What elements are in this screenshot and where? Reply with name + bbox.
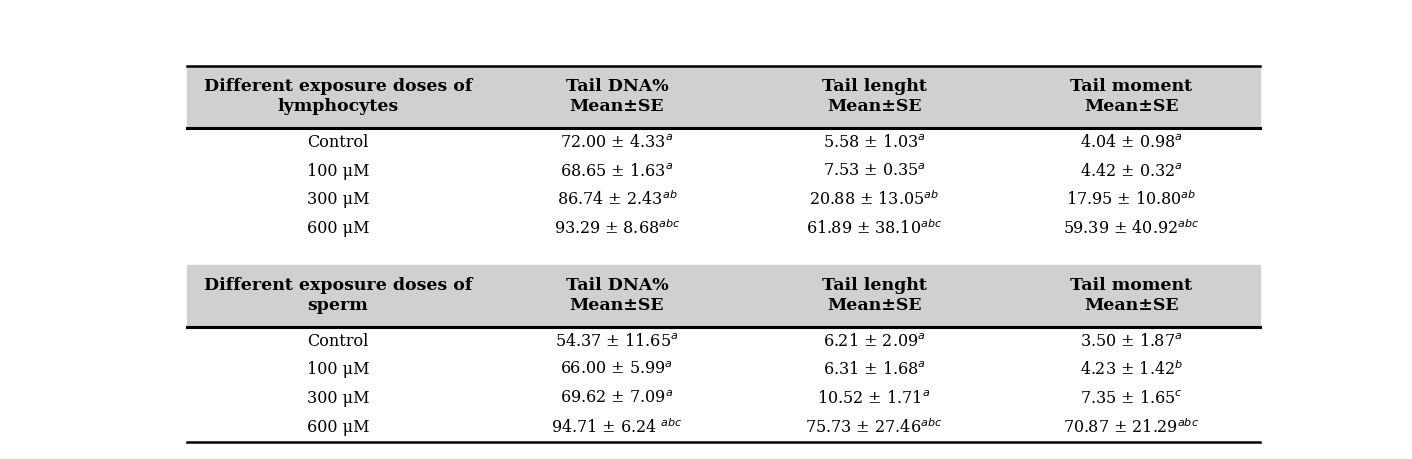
Text: Control: Control xyxy=(308,332,369,349)
Text: 94.71 ± 6.24 $^{abc}$: 94.71 ± 6.24 $^{abc}$ xyxy=(551,419,683,437)
Text: Tail lenght
Mean±SE: Tail lenght Mean±SE xyxy=(822,78,926,115)
Text: 59.39 ± 40.92$^{abc}$: 59.39 ± 40.92$^{abc}$ xyxy=(1063,219,1199,238)
Text: Control: Control xyxy=(308,134,369,151)
Text: 100 μM: 100 μM xyxy=(306,162,369,179)
Text: 300 μM: 300 μM xyxy=(306,191,369,208)
Text: 75.73 ± 27.46$^{abc}$: 75.73 ± 27.46$^{abc}$ xyxy=(805,419,943,437)
Text: 4.23 ± 1.42$^{b}$: 4.23 ± 1.42$^{b}$ xyxy=(1080,361,1183,379)
Text: 69.62 ± 7.09$^{a}$: 69.62 ± 7.09$^{a}$ xyxy=(561,391,674,408)
Text: 100 μM: 100 μM xyxy=(306,362,369,379)
Bar xyxy=(188,66,1260,128)
Text: 61.89 ± 38.10$^{abc}$: 61.89 ± 38.10$^{abc}$ xyxy=(806,219,942,238)
Text: Tail lenght
Mean±SE: Tail lenght Mean±SE xyxy=(822,277,926,314)
Text: 5.58 ± 1.03$^{a}$: 5.58 ± 1.03$^{a}$ xyxy=(823,134,926,151)
Text: Different exposure doses of
sperm: Different exposure doses of sperm xyxy=(203,277,472,314)
Text: 6.31 ± 1.68$^{a}$: 6.31 ± 1.68$^{a}$ xyxy=(823,362,926,379)
Text: Tail moment
Mean±SE: Tail moment Mean±SE xyxy=(1070,78,1192,115)
Text: 68.65 ± 1.63$^{a}$: 68.65 ± 1.63$^{a}$ xyxy=(561,162,674,179)
Text: 10.52 ± 1.71$^{a}$: 10.52 ± 1.71$^{a}$ xyxy=(818,391,931,408)
Text: 4.04 ± 0.98$^{a}$: 4.04 ± 0.98$^{a}$ xyxy=(1080,134,1183,151)
Text: 4.42 ± 0.32$^{a}$: 4.42 ± 0.32$^{a}$ xyxy=(1080,162,1183,179)
Text: 6.21 ± 2.09$^{a}$: 6.21 ± 2.09$^{a}$ xyxy=(823,332,925,349)
Text: 7.35 ± 1.65$^{c}$: 7.35 ± 1.65$^{c}$ xyxy=(1080,391,1183,408)
Text: 300 μM: 300 μM xyxy=(306,391,369,408)
Text: Tail moment
Mean±SE: Tail moment Mean±SE xyxy=(1070,277,1192,314)
Text: 86.74 ± 2.43$^{ab}$: 86.74 ± 2.43$^{ab}$ xyxy=(556,190,678,209)
Text: 72.00 ± 4.33$^{a}$: 72.00 ± 4.33$^{a}$ xyxy=(561,134,674,151)
Text: Different exposure doses of
lymphocytes: Different exposure doses of lymphocytes xyxy=(203,78,472,115)
Text: 3.50 ± 1.87$^{a}$: 3.50 ± 1.87$^{a}$ xyxy=(1080,332,1182,349)
Text: 17.95 ± 10.80$^{ab}$: 17.95 ± 10.80$^{ab}$ xyxy=(1066,190,1196,209)
Text: Tail DNA%
Mean±SE: Tail DNA% Mean±SE xyxy=(566,277,668,314)
Text: 93.29 ± 8.68$^{abc}$: 93.29 ± 8.68$^{abc}$ xyxy=(554,219,681,238)
Text: 600 μM: 600 μM xyxy=(306,420,369,437)
Text: 70.87 ± 21.29$^{abc}$: 70.87 ± 21.29$^{abc}$ xyxy=(1063,419,1199,437)
Text: Tail DNA%
Mean±SE: Tail DNA% Mean±SE xyxy=(566,78,668,115)
Text: 600 μM: 600 μM xyxy=(306,220,369,237)
Text: 66.00 ± 5.99$^{a}$: 66.00 ± 5.99$^{a}$ xyxy=(561,362,674,379)
Text: 20.88 ± 13.05$^{ab}$: 20.88 ± 13.05$^{ab}$ xyxy=(809,190,939,209)
Text: 7.53 ± 0.35$^{a}$: 7.53 ± 0.35$^{a}$ xyxy=(823,162,926,179)
Bar xyxy=(188,265,1260,326)
Text: 54.37 ± 11.65$^{a}$: 54.37 ± 11.65$^{a}$ xyxy=(555,332,679,349)
